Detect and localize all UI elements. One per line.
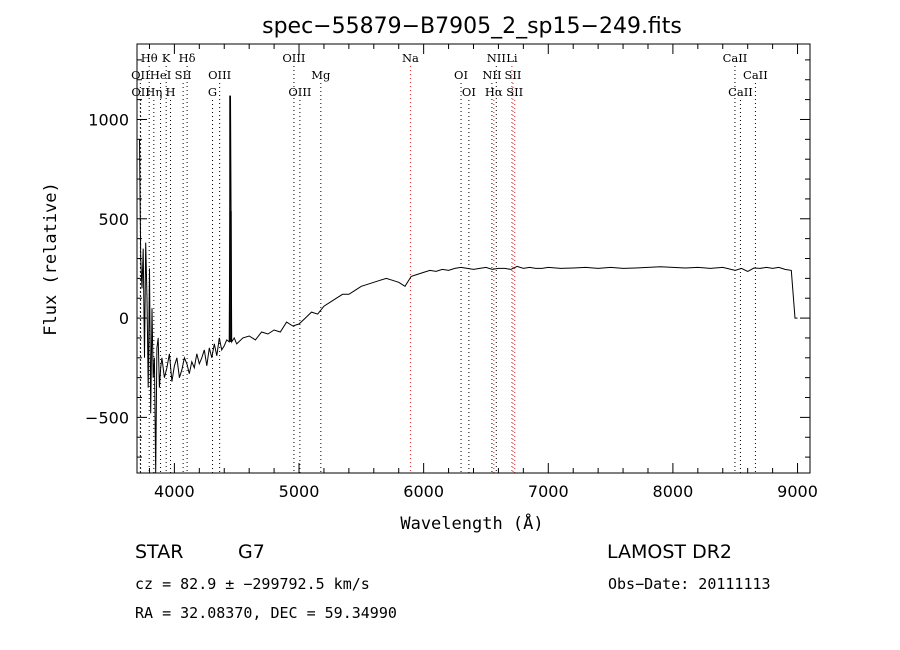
spectral-line-label-2: Hδ xyxy=(179,51,196,65)
spectral-line-markers xyxy=(139,66,756,473)
x-tick-label-0: 4000 xyxy=(154,482,195,501)
spectral-line-label-4: HeI xyxy=(150,68,171,82)
x-tick-label-1: 5000 xyxy=(279,482,320,501)
x-tick-label-2: 6000 xyxy=(403,482,444,501)
object-subclass: G7 xyxy=(238,541,265,563)
spectral-line-label-18: Li xyxy=(506,51,518,65)
observation-date: Obs−Date: 20111113 xyxy=(608,575,771,593)
spectral-line-label-11: OIII xyxy=(282,51,305,65)
spectral-line-label-0: Hθ xyxy=(141,51,158,65)
object-class: STAR xyxy=(135,541,184,563)
x-axis-ticks: 4000 5000 6000 7000 8000 9000 xyxy=(148,44,818,501)
spectral-line-label-1: K xyxy=(162,51,171,65)
chart-title: spec−55879−B7905_2_sp15−249.fits xyxy=(262,14,682,39)
spectral-line-label-8: Hη xyxy=(145,85,162,99)
spectral-line-label-5: SII xyxy=(175,68,192,82)
spectral-line-label-20: SII xyxy=(505,68,522,82)
survey-name: LAMOST DR2 xyxy=(607,541,732,563)
flux-spikes xyxy=(229,95,232,342)
spectral-line-label-23: CaII xyxy=(723,51,748,65)
y-axis-ticks: −500 0 500 1000 xyxy=(85,59,810,458)
plot-frame xyxy=(136,43,811,474)
x-tick-label-5: 9000 xyxy=(777,482,818,501)
spectral-line-label-3: OII xyxy=(131,68,150,82)
coordinates-readout: RA = 32.08370, DEC = 59.34990 xyxy=(135,604,397,622)
y-tick-label-1: 0 xyxy=(119,309,129,328)
spectral-line-label-22: SII xyxy=(506,85,523,99)
spectral-line-label-13: OIII xyxy=(288,85,311,99)
x-tick-label-4: 8000 xyxy=(653,482,694,501)
redshift-readout: cz = 82.9 ± −299792.5 km/s xyxy=(135,575,370,593)
spectral-line-label-14: Na xyxy=(402,51,419,65)
spectral-line-label-19: NII xyxy=(482,68,501,82)
x-axis-label: Wavelength (Å) xyxy=(400,512,543,534)
flux-series-line xyxy=(139,95,798,474)
spectral-line-label-12: Mg xyxy=(311,68,331,82)
spectral-line-label-16: OI xyxy=(462,85,476,99)
spectral-line-label-7: OII xyxy=(131,85,150,99)
y-axis-label: Flux (relative) xyxy=(41,182,61,336)
x-tick-label-3: 7000 xyxy=(528,482,569,501)
spectral-line-label-17: NII xyxy=(487,51,506,65)
y-tick-label-0: −500 xyxy=(85,408,129,427)
spectral-line-label-6: OIII xyxy=(208,68,231,82)
spectral-line-label-15: OI xyxy=(454,68,468,82)
y-tick-label-2: 500 xyxy=(98,210,129,229)
spectral-line-label-10: G xyxy=(208,85,217,99)
spectral-line-label-9: H xyxy=(166,85,176,99)
spectral-line-label-24: CaII xyxy=(743,68,768,82)
spectral-line-label-25: CaII xyxy=(728,85,753,99)
y-tick-label-3: 1000 xyxy=(88,110,129,129)
spectral-line-label-21: Hα xyxy=(485,85,503,99)
